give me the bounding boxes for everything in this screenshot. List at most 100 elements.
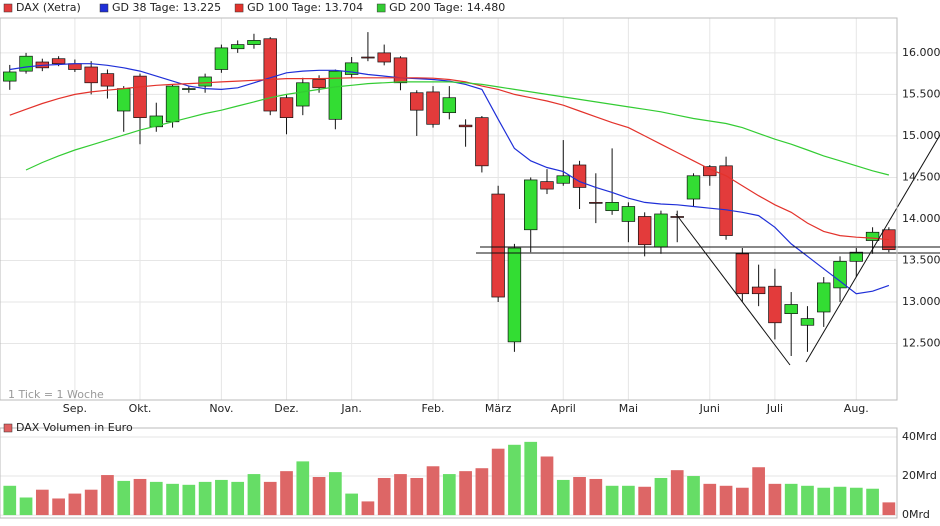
x-tick-label: Mai [619, 402, 638, 415]
moving-average-line [9, 63, 890, 295]
volume-bar [735, 487, 749, 516]
candle-body [165, 85, 180, 123]
x-tick-label: Aug. [844, 402, 869, 415]
volume-bar [556, 479, 570, 516]
volume-bar [3, 485, 17, 516]
volume-bar [801, 485, 814, 516]
candle-body [230, 44, 245, 50]
legend-swatch [376, 3, 386, 13]
candle-body [393, 57, 408, 84]
candle-body [621, 206, 636, 222]
volume-bar [117, 480, 131, 516]
volume-bar [687, 476, 700, 516]
candle-body [751, 286, 766, 295]
candle-body [426, 91, 440, 125]
candle-body [84, 66, 98, 84]
x-tick-label: Juni [699, 402, 720, 415]
x-tick-label: Sep. [63, 402, 87, 415]
y-tick-label: 14.500 [902, 170, 940, 183]
legend-label: DAX Volumen in Euro [16, 421, 133, 434]
legend-swatch [234, 3, 244, 13]
volume-bar [605, 485, 619, 516]
volume-bar [491, 448, 505, 516]
volume-bar [833, 486, 847, 516]
y-tick-label: 15.500 [902, 87, 940, 100]
volume-bar [215, 479, 228, 516]
volume-bar [133, 478, 147, 516]
volume-bar [508, 444, 521, 516]
candle-body [670, 216, 684, 218]
candle-body [263, 38, 277, 112]
volume-bar [166, 483, 179, 516]
candle-body [768, 285, 782, 324]
candle-body [637, 216, 652, 246]
candle-body [686, 175, 701, 200]
y-tick-label: 20Mrd [902, 469, 937, 482]
volume-bar [849, 487, 863, 516]
candle-body [524, 179, 538, 231]
candle-body [149, 115, 163, 128]
candle-body [377, 52, 391, 63]
annotation: 1 Tick = 1 Woche [8, 388, 104, 401]
candle-body [654, 213, 668, 248]
y-tick-label: 12.500 [902, 337, 940, 350]
candle-body [100, 73, 115, 87]
candle-body [833, 260, 847, 289]
candle-body [68, 63, 82, 70]
volume-bar [459, 471, 472, 516]
candle-body [735, 253, 750, 295]
candle-body [182, 88, 196, 90]
legend-label: DAX (Xetra) [16, 1, 81, 14]
candle-body [556, 175, 570, 184]
volume-bar [719, 485, 733, 516]
volume-bar [410, 477, 424, 516]
candle-body [589, 202, 603, 204]
candle-body [247, 40, 261, 45]
volume-bar [866, 488, 879, 516]
candle-body [214, 47, 229, 70]
candle-body [410, 92, 424, 111]
price-frame [0, 17, 898, 401]
candle-body [507, 247, 522, 343]
legend-label: GD 100 Tage: 13.704 [247, 1, 363, 14]
candle-body [51, 58, 66, 65]
volume-bar [752, 467, 765, 516]
marks-layer [3, 32, 896, 516]
volume-bar [345, 493, 358, 516]
legend-swatch [99, 3, 109, 13]
legend-label: GD 38 Tage: 13.225 [112, 1, 221, 14]
volume-bar [296, 461, 310, 516]
candle-body [491, 193, 505, 298]
trend-line [805, 134, 940, 363]
x-tick-label: April [551, 402, 576, 415]
volume-bar [52, 498, 65, 516]
candle-body [572, 164, 587, 188]
volume-frame [0, 427, 898, 519]
y-tick-label: 40Mrd [902, 430, 937, 443]
price-panel [0, 18, 897, 400]
volume-bar [573, 477, 586, 516]
volume-bar [19, 497, 33, 516]
candle-body [817, 282, 831, 313]
candle-body [800, 318, 815, 326]
candle-body [540, 181, 554, 190]
volume-bar [817, 487, 831, 516]
candle-body [19, 55, 33, 72]
candle-body [442, 97, 457, 114]
volume-bar [638, 486, 652, 516]
y-tick-label: 15.000 [902, 129, 940, 142]
volume-bar [540, 456, 554, 516]
x-tick-label: Okt. [129, 402, 152, 415]
candle-body [865, 231, 880, 241]
candle-body [719, 165, 733, 236]
candle-body [133, 75, 147, 119]
x-tick-label: März [485, 402, 512, 415]
x-tick-label: Feb. [422, 402, 445, 415]
candle-body [279, 97, 294, 119]
candle-body [198, 76, 212, 87]
volume-bar [670, 470, 684, 516]
y-tick-label: 13.500 [902, 253, 940, 266]
x-tick-label: Juli [766, 402, 783, 415]
volume-bar [622, 485, 635, 516]
